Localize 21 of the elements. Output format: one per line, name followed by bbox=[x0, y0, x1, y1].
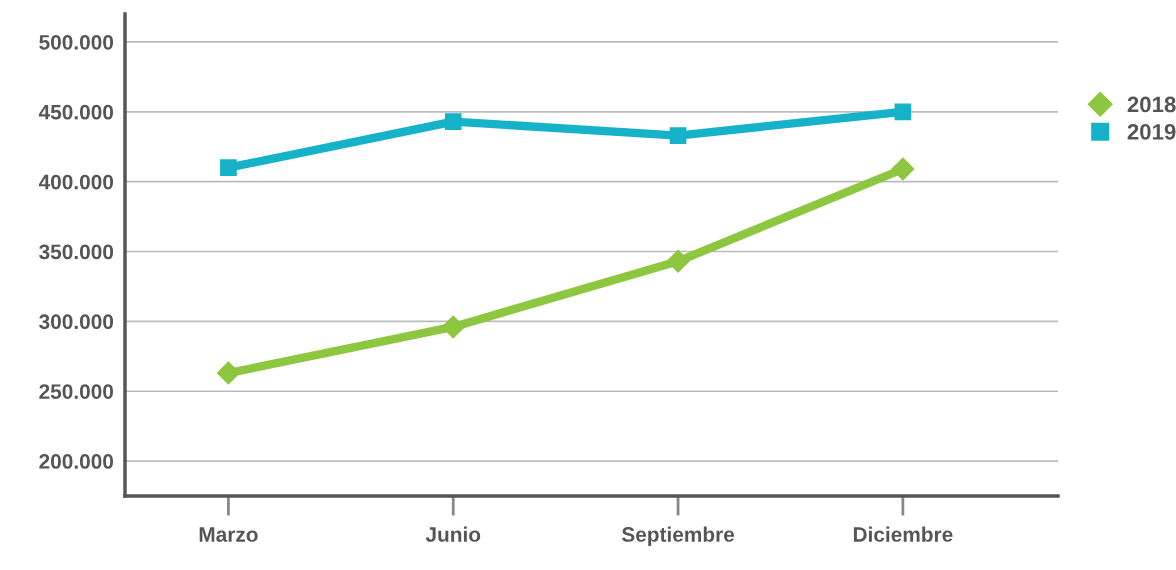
x-tick-label: Diciembre bbox=[853, 526, 953, 542]
point bbox=[666, 249, 690, 273]
point bbox=[669, 127, 687, 144]
y-tick-label: 500.000 bbox=[39, 34, 114, 50]
y-tick-label: 400.000 bbox=[38, 174, 114, 190]
y-tick-label: 300.000 bbox=[39, 314, 114, 330]
y-tick-label: 200.000 bbox=[39, 454, 114, 469]
x-tick-label: Septiembre bbox=[621, 526, 735, 546]
point bbox=[891, 157, 915, 181]
point bbox=[444, 113, 462, 130]
y-tick-label: 350.000 bbox=[39, 244, 114, 260]
point bbox=[220, 159, 237, 177]
y-tick-label: 450.000 bbox=[38, 104, 114, 120]
legend-label: 2018 bbox=[1127, 96, 1176, 113]
point bbox=[441, 315, 465, 339]
point bbox=[894, 103, 912, 121]
point bbox=[216, 361, 240, 385]
legend-label: 2019 bbox=[1127, 123, 1176, 140]
x-tick-label: Junio bbox=[425, 526, 481, 542]
x-tick-label: Marzo bbox=[199, 527, 258, 542]
y-tick-label: 250.000 bbox=[39, 384, 114, 399]
